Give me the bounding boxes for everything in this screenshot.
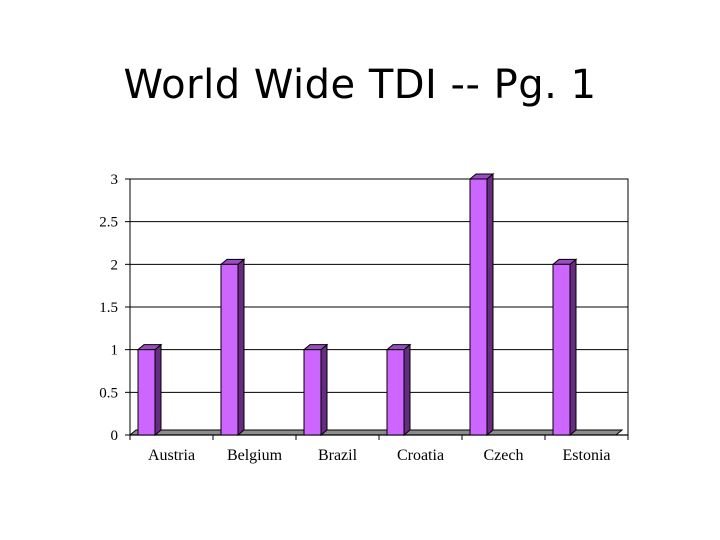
bar (385, 343, 412, 437)
bar (468, 172, 495, 437)
x-tick-label: Belgium (227, 447, 283, 464)
bar-front (552, 263, 571, 436)
y-axis: 0 0.5 1 1.5 2 2.5 3 (99, 172, 130, 444)
bar-front (137, 349, 156, 436)
floor-top (128, 429, 624, 436)
y-tick-label: 2.5 (99, 215, 118, 231)
bar-side (237, 258, 245, 437)
bar-side (154, 343, 162, 437)
gridlines (130, 221, 628, 393)
y-tick-label: 1 (111, 343, 119, 359)
bars (136, 172, 578, 437)
x-tick-label: Estonia (563, 447, 611, 464)
bar-side (403, 343, 411, 437)
bar-side (320, 343, 328, 437)
bar (302, 343, 329, 437)
bar-front (303, 349, 322, 436)
x-axis: Austria Belgium Brazil Croatia Czech Estonia (129, 435, 629, 464)
y-tick-label: 0 (111, 428, 119, 444)
x-tick-label: Czech (484, 447, 524, 464)
bar (136, 343, 163, 437)
bar-front (469, 178, 488, 436)
bar-front (386, 349, 405, 436)
bar (219, 258, 246, 437)
y-tick-label: 2 (111, 257, 119, 273)
y-tick-label: 1.5 (99, 300, 118, 316)
bar-side (486, 172, 494, 437)
x-tick-label: Austria (148, 447, 195, 464)
bar-front (220, 263, 239, 436)
slide-title: World Wide TDI -- Pg. 1 (123, 62, 597, 108)
x-tick-label: Croatia (397, 447, 444, 464)
bar-side (569, 258, 577, 437)
bar (551, 258, 578, 437)
y-tick-label: 3 (111, 172, 119, 188)
y-tick-label: 0.5 (99, 385, 118, 401)
x-tick-label: Brazil (318, 447, 358, 464)
